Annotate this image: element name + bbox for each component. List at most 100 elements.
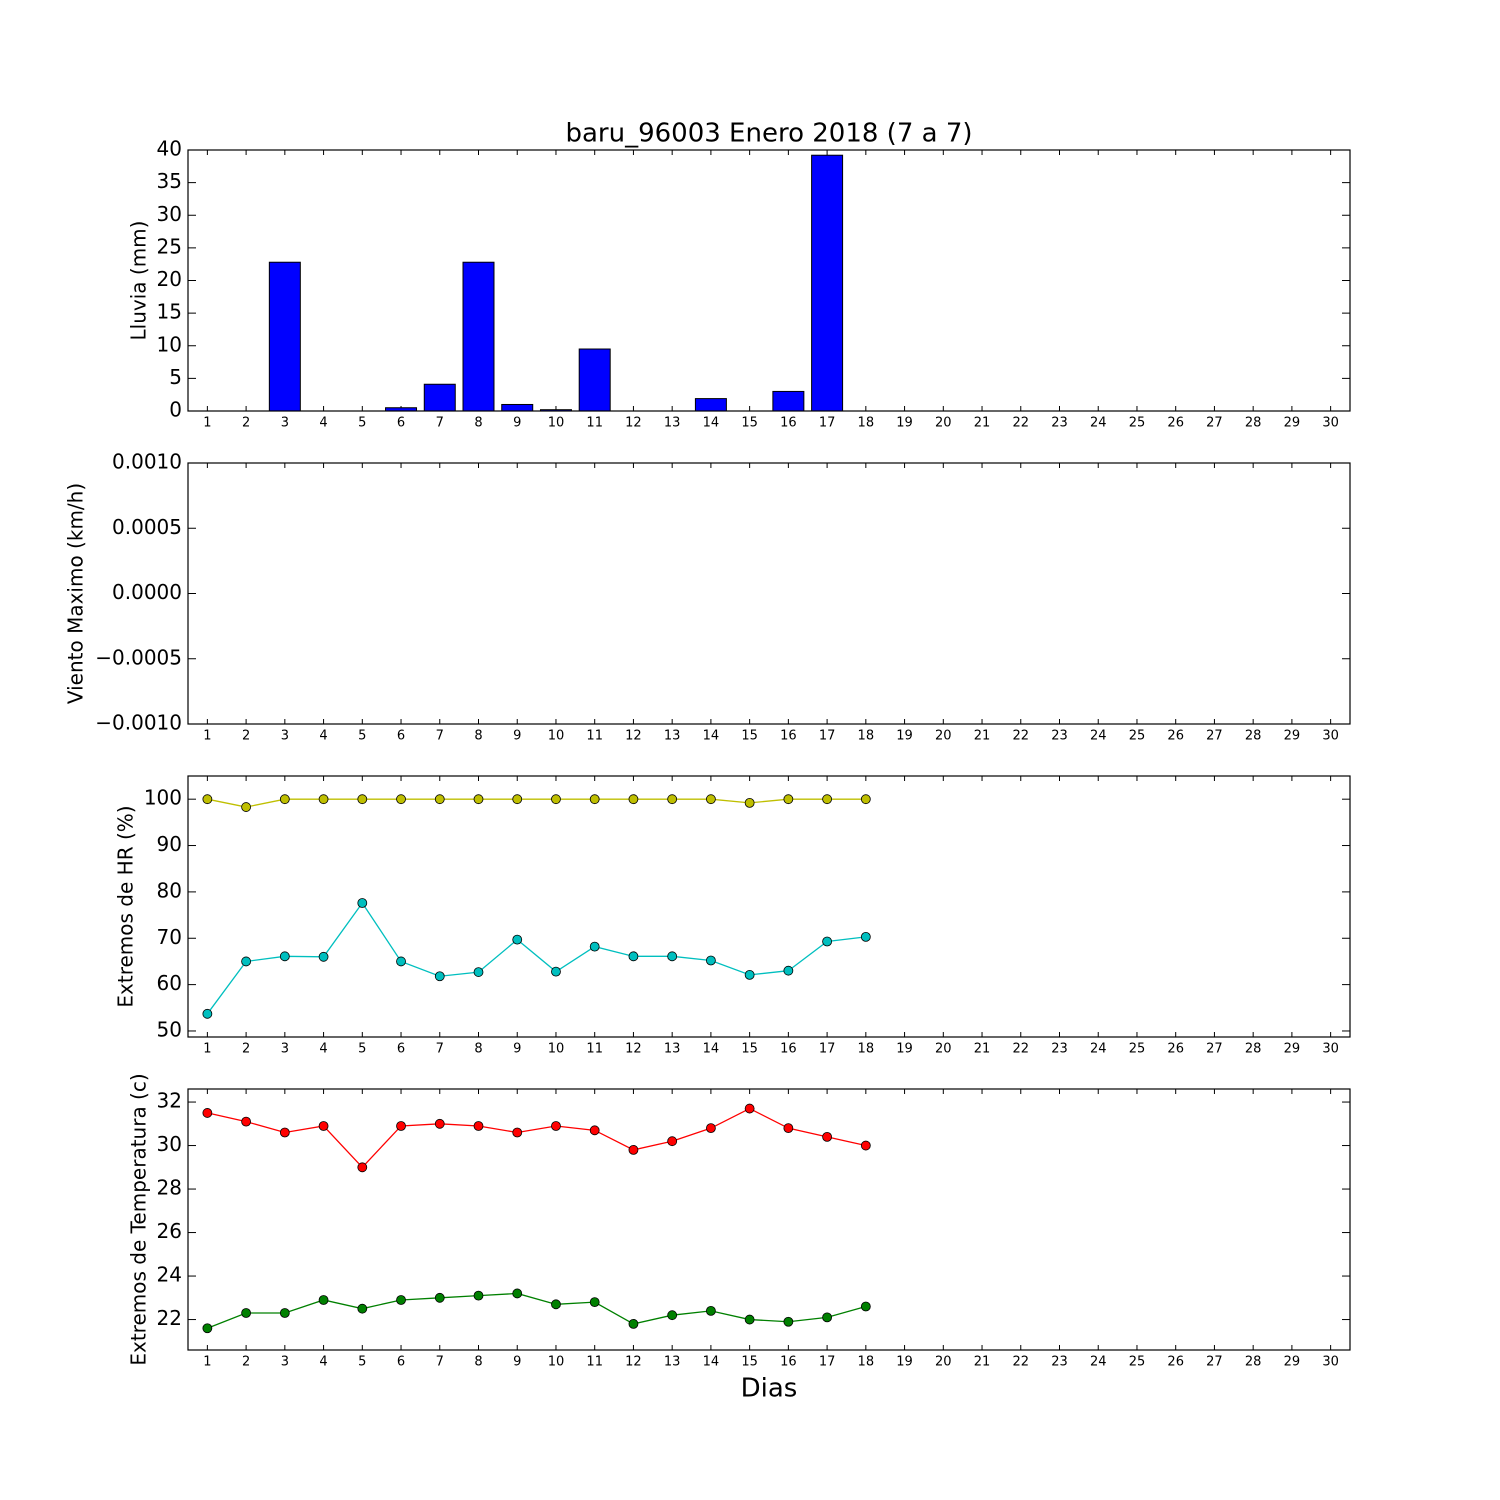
y-tick-label: 0 (169, 398, 182, 422)
x-tick-label: 9 (513, 1042, 521, 1057)
x-tick-label: 17 (819, 729, 836, 744)
series-marker (860, 1140, 871, 1151)
x-tick-label: 16 (780, 729, 797, 744)
y-tick-label: 0.0000 (112, 580, 182, 604)
x-tick-label: 25 (1129, 1355, 1146, 1370)
x-tick-label: 5 (358, 416, 366, 431)
y-tick-label: 5 (169, 365, 182, 389)
x-tick-label: 25 (1129, 416, 1146, 431)
series-marker (667, 794, 678, 805)
x-tick-label: 18 (858, 1355, 875, 1370)
series-marker (357, 1162, 368, 1173)
x-tick-label: 14 (703, 1355, 720, 1370)
x-tick-label: 25 (1129, 729, 1146, 744)
plot-area (188, 776, 1350, 1037)
x-tick-label: 14 (703, 416, 720, 431)
x-tick-label: 7 (436, 729, 444, 744)
x-tick-label: 11 (586, 416, 603, 431)
series-marker (279, 951, 290, 962)
x-tick-label: 4 (319, 729, 327, 744)
y-tick-label: 24 (157, 1263, 182, 1287)
series-marker (473, 967, 484, 977)
x-tick-label: 17 (819, 416, 836, 431)
y-tick-label: 25 (157, 234, 182, 258)
series-marker (396, 956, 406, 967)
x-tick-label: 19 (896, 1355, 913, 1370)
x-tick-label: 16 (780, 416, 797, 431)
x-tick-label: 5 (358, 729, 366, 744)
x-tick-label: 20 (935, 1355, 952, 1370)
x-tick-label: 17 (819, 1355, 836, 1370)
y-tick-label: 0.0010 (112, 450, 182, 474)
series-marker (783, 1123, 794, 1134)
y-tick-label: 35 (157, 169, 182, 193)
x-tick-label: 22 (1012, 1042, 1029, 1057)
series-marker (241, 956, 252, 967)
x-tick-label: 19 (896, 729, 913, 744)
x-tick-label: 29 (1284, 1355, 1301, 1370)
series-marker (628, 794, 639, 805)
x-tick-label: 28 (1245, 1355, 1262, 1370)
y-tick-label: 60 (157, 971, 182, 995)
x-tick-label: 21 (974, 1355, 991, 1370)
x-tick-label: 10 (548, 729, 565, 744)
x-tick-label: 27 (1206, 1355, 1223, 1370)
y-tick-label: 100 (144, 786, 182, 810)
series-line (207, 1107, 866, 1169)
x-tick-label: 4 (319, 1042, 327, 1057)
series-marker (551, 1121, 561, 1131)
plot-area (188, 463, 1350, 724)
y-tick-label: 30 (157, 1132, 182, 1156)
x-tick-label: 3 (281, 1355, 289, 1370)
x-tick-label: 29 (1284, 729, 1301, 744)
x-tick-label: 8 (474, 1042, 482, 1057)
series-marker (434, 971, 445, 982)
x-tick-label: 15 (741, 729, 758, 744)
x-tick-label: 23 (1051, 729, 1068, 744)
x-tick-label: 21 (974, 1042, 991, 1057)
y-tick-label: 22 (157, 1306, 182, 1330)
series-marker (860, 931, 871, 942)
series-marker (744, 969, 755, 980)
x-tick-label: 18 (858, 729, 875, 744)
x-tick-label: 27 (1206, 729, 1223, 744)
y-axis-label: Viento Maximo (km/h) (64, 483, 88, 704)
series-marker (551, 1299, 561, 1310)
series-marker (744, 1314, 755, 1325)
y-tick-label: 50 (157, 1017, 182, 1041)
x-tick-label: 22 (1012, 729, 1029, 744)
series-marker (512, 1127, 523, 1138)
y-axis-label: Lluvia (mm) (127, 221, 151, 341)
x-tick-label: 28 (1245, 416, 1262, 431)
series-marker (396, 1121, 406, 1131)
series-marker (396, 794, 406, 805)
x-tick-label: 13 (664, 729, 681, 744)
series-marker (860, 1301, 871, 1312)
plot-area (188, 1089, 1350, 1350)
x-tick-label: 8 (474, 729, 482, 744)
x-tick-label: 22 (1012, 1355, 1029, 1370)
x-tick-label: 23 (1051, 1355, 1068, 1370)
series-marker (706, 1123, 716, 1134)
x-tick-label: 30 (1322, 1042, 1339, 1057)
series-marker (706, 1305, 716, 1316)
series-marker (822, 1312, 832, 1323)
x-tick-label: 6 (397, 1355, 405, 1370)
series-marker (667, 1136, 678, 1147)
series-marker (589, 1297, 600, 1308)
x-tick-label: 10 (548, 1355, 565, 1370)
x-tick-label: 1 (203, 729, 211, 744)
y-tick-label: 90 (157, 832, 182, 856)
x-tick-label: 6 (397, 416, 405, 431)
x-tick-label: 24 (1090, 729, 1107, 744)
y-axis-label: Extremos de Temperatura (c) (127, 1073, 151, 1365)
x-tick-label: 13 (664, 1355, 681, 1370)
x-tick-label: 3 (281, 1042, 289, 1057)
series-marker (512, 1288, 523, 1299)
x-tick-label: 24 (1090, 416, 1107, 431)
plot-area (188, 150, 1350, 411)
series-marker (279, 1127, 290, 1138)
series-marker (202, 1108, 213, 1118)
x-tick-label: 15 (741, 1355, 758, 1370)
